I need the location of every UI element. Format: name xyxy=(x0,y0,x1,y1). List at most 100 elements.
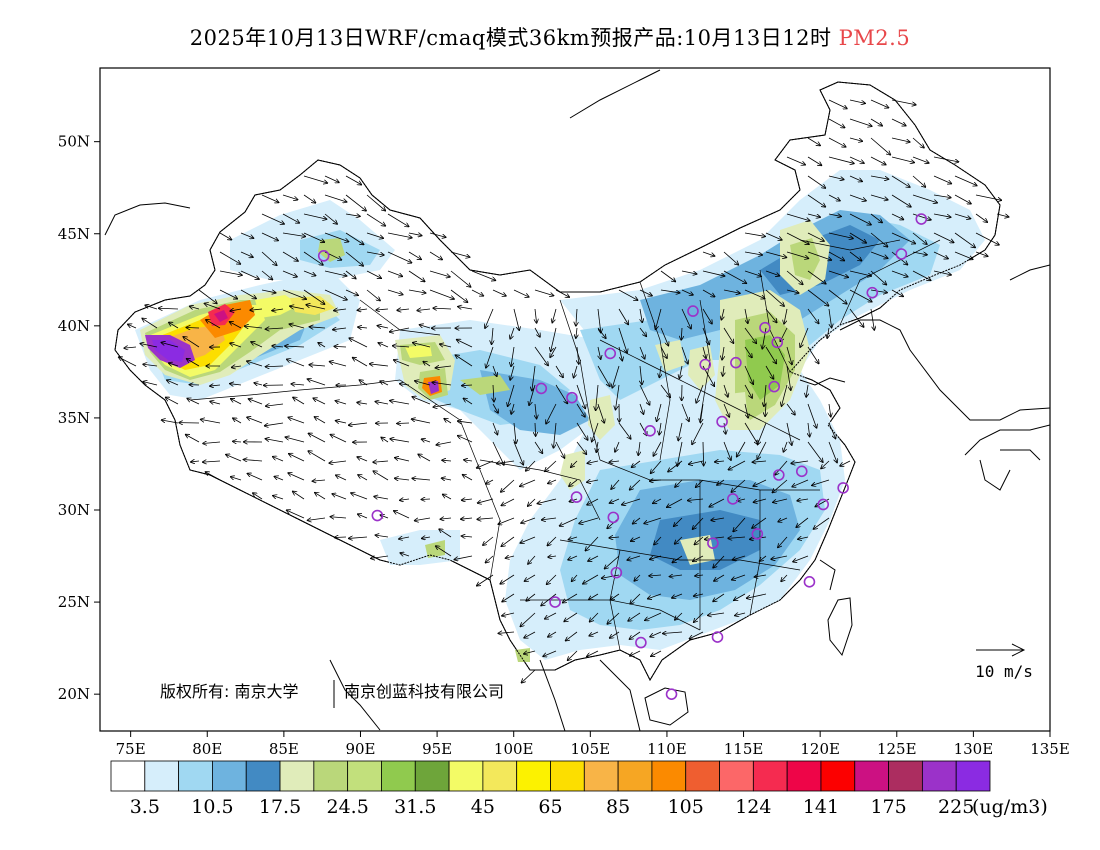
wind-arrow xyxy=(550,346,557,357)
wind-arrow xyxy=(724,422,726,434)
wind-arrow xyxy=(412,478,431,480)
wind-arrow xyxy=(744,384,752,398)
wind-arrow xyxy=(250,309,263,310)
wind-arrow xyxy=(840,460,851,466)
wind-arrow xyxy=(273,496,284,500)
colorbar-label: 225 xyxy=(938,796,974,818)
wind-arrow xyxy=(375,535,389,537)
wind-arrow xyxy=(303,251,323,265)
colorbar-label: 175 xyxy=(870,796,906,818)
map-title: 2025年10月13日WRF/cmaq模式36km预报产品:10月13日12时 … xyxy=(0,22,1100,52)
wind-arrow xyxy=(547,536,557,546)
wind-arrow xyxy=(422,439,431,442)
wind-arrow xyxy=(336,421,347,423)
wind-arrow xyxy=(744,251,762,255)
wind-arrow xyxy=(615,441,620,452)
wind-arrow xyxy=(203,461,221,462)
wind-arrow xyxy=(786,346,792,364)
wind-arrow xyxy=(744,308,748,323)
lon-tick-label: 105E xyxy=(571,740,611,758)
wind-arrow xyxy=(464,398,473,405)
wind-arrow xyxy=(486,479,494,484)
coastlines xyxy=(104,69,1050,731)
colorbar-swatch xyxy=(651,760,687,792)
wind-arrow xyxy=(975,232,999,245)
wind-arrow xyxy=(807,308,819,323)
wind-arrow xyxy=(708,613,725,615)
wind-arrow xyxy=(335,537,347,538)
wind-arrow xyxy=(807,270,826,284)
wind-arrow xyxy=(233,441,242,442)
wind-arrow xyxy=(870,175,888,179)
wind-arrow xyxy=(161,342,179,348)
wind-arrow xyxy=(849,289,872,302)
wind-arrow xyxy=(492,422,497,435)
wind-arrow xyxy=(422,537,431,538)
wind-arrow xyxy=(695,575,704,576)
wind-arrow xyxy=(762,327,767,349)
city-marker xyxy=(795,465,808,478)
city-marker xyxy=(549,596,561,608)
wind-arrow xyxy=(329,461,347,463)
wind-arrow xyxy=(681,270,697,274)
wind-arrow xyxy=(807,137,820,145)
wind-arrow xyxy=(336,475,347,481)
wind-arrow xyxy=(166,397,179,405)
colorbar-swatch xyxy=(854,760,889,792)
wind-arrow xyxy=(618,308,628,324)
wind-arrow xyxy=(669,575,683,577)
wind-arrow xyxy=(870,194,888,200)
wind-arrow xyxy=(535,403,537,419)
wind-arrow xyxy=(576,441,586,454)
wind-arrow xyxy=(891,213,903,219)
wind-arrow xyxy=(744,289,765,299)
wind-arrow xyxy=(891,99,916,105)
wind-arrow xyxy=(159,308,179,309)
wind-arrow xyxy=(400,553,410,556)
copyright-notice: 版权所有: 南京大学 南京创蓝科技有限公司 xyxy=(160,680,504,708)
wind-arrow xyxy=(314,417,326,424)
wind-arrow xyxy=(592,422,599,442)
colorbar-swatch xyxy=(955,760,991,792)
wind-arrow xyxy=(702,270,725,276)
wind-arrow xyxy=(690,631,704,639)
wind-arrow xyxy=(373,461,389,462)
lat-tick-label: 50N xyxy=(58,133,90,151)
wind-arrow xyxy=(324,270,347,276)
china-border xyxy=(114,81,1001,682)
city-marker xyxy=(570,491,583,503)
wind-arrow xyxy=(366,251,384,255)
wind-arrow xyxy=(596,384,599,410)
wind-arrow xyxy=(345,194,366,211)
wind-arrow xyxy=(577,346,579,364)
wind-arrow xyxy=(912,270,931,280)
wind-arrow xyxy=(954,232,975,247)
wind-arrow xyxy=(828,156,854,163)
wind-arrow xyxy=(312,480,326,481)
wind-arrow xyxy=(345,232,364,244)
wind-arrow xyxy=(752,517,767,528)
wind-arrow xyxy=(786,365,791,390)
wind-arrow xyxy=(366,289,380,301)
wind-arrow xyxy=(849,137,862,141)
lon-tick-label: 125E xyxy=(877,740,917,758)
wind-arrow xyxy=(694,536,704,544)
wind-arrow xyxy=(433,403,452,407)
wind-arrow xyxy=(891,156,914,162)
wind-arrow xyxy=(611,593,620,600)
colorbar-swatch xyxy=(921,760,957,792)
wind-arrow xyxy=(423,362,431,367)
lon-tick-label: 90E xyxy=(345,740,375,758)
wind-arrow xyxy=(778,517,788,522)
wind-arrow xyxy=(440,518,452,519)
wind-arrow xyxy=(572,574,578,581)
wind-arrow xyxy=(210,401,221,404)
wind-arrow xyxy=(231,477,242,481)
wind-scale-label: 10 m/s xyxy=(975,662,1033,681)
wind-arrow xyxy=(303,213,327,219)
wind-arrow xyxy=(506,556,515,558)
wind-arrow xyxy=(737,441,746,457)
colorbar-swatch xyxy=(212,760,247,792)
wind-arrow xyxy=(232,366,242,367)
